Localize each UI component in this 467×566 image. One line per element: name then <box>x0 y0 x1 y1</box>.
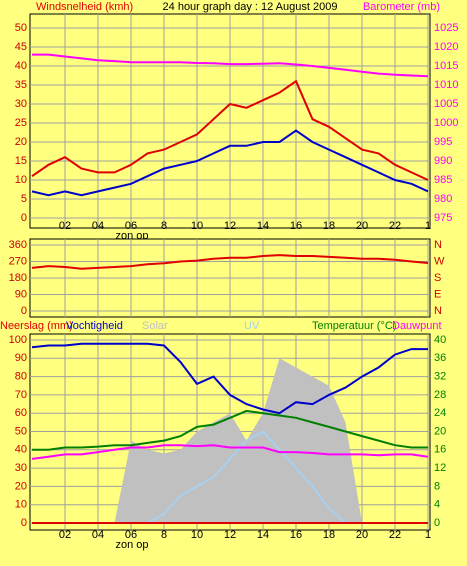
legend-label: UV <box>244 320 260 332</box>
x-tick-label: 10 <box>191 529 203 541</box>
y-tick-label: 60 <box>15 407 27 419</box>
y-tick-label: 20 <box>15 480 27 492</box>
y2-tick-label: 24 <box>434 407 446 419</box>
y-tick-label: 90 <box>15 352 27 364</box>
line <box>32 53 429 78</box>
x-tick-label: 22 <box>389 529 401 541</box>
y-tick-label: 180 <box>9 272 27 284</box>
y2-tick-label: S <box>434 272 441 284</box>
y-tick-label: 360 <box>9 239 27 251</box>
y2-tick-label: 995 <box>434 136 452 148</box>
y-tick-label: 20 <box>15 136 27 148</box>
line <box>32 409 428 451</box>
x-tick-label: 16 <box>290 529 302 541</box>
y-tick-label: 45 <box>15 41 27 53</box>
y2-tick-label: 16 <box>434 444 446 456</box>
y2-tick-label: 32 <box>434 371 446 383</box>
x-tick-label: 1 <box>425 529 431 541</box>
x-tick-label: 22 <box>389 220 401 232</box>
x-tick-label: 02 <box>59 529 71 541</box>
y-tick-label: 30 <box>15 462 27 474</box>
y2-tick-label: 985 <box>434 174 452 186</box>
y-tick-label: 40 <box>15 60 27 72</box>
y-tick-label: 70 <box>15 389 27 401</box>
y-tick-label: 15 <box>15 155 27 167</box>
y2-tick-label: 980 <box>434 193 452 205</box>
legend-label: Dauwpunt <box>392 320 442 332</box>
legend-label: Windsnelheid (kmh) <box>36 1 133 13</box>
x-tick-label: 10 <box>191 220 203 232</box>
line <box>31 444 429 460</box>
y-tick-label: 100 <box>9 334 27 346</box>
y-tick-label: 0 <box>21 517 27 529</box>
y-tick-label: 270 <box>9 255 27 267</box>
y2-tick-label: 0 <box>434 517 440 529</box>
y2-tick-label: 40 <box>434 334 446 346</box>
line <box>31 79 429 181</box>
y-tick-label: 50 <box>15 425 27 437</box>
y2-tick-label: N <box>434 239 442 251</box>
y-tick-label: 50 <box>15 22 27 34</box>
area <box>32 358 428 523</box>
y2-tick-label: 28 <box>434 389 446 401</box>
y2-tick-label: 990 <box>434 155 452 167</box>
y2-tick-label: 20 <box>434 425 446 437</box>
y2-tick-label: 8 <box>434 480 440 492</box>
x-tick-label: 20 <box>356 529 368 541</box>
x-tick-label: 18 <box>323 529 335 541</box>
y-tick-label: 0 <box>21 212 27 224</box>
y2-tick-label: 1005 <box>434 98 458 110</box>
y2-tick-label: 1025 <box>434 22 458 34</box>
x-tick-label: 12 <box>224 529 236 541</box>
y-tick-label: 35 <box>15 79 27 91</box>
y2-tick-label: 1010 <box>434 79 458 91</box>
line <box>31 254 429 270</box>
line <box>31 129 429 197</box>
x-tick-label: 20 <box>356 220 368 232</box>
y-tick-label: 10 <box>15 174 27 186</box>
y2-tick-label: 1000 <box>434 117 458 129</box>
y2-tick-label: W <box>434 255 445 267</box>
legend-label: Vochtigheid <box>66 320 123 332</box>
legend-label: Barometer (mb) <box>363 1 440 13</box>
chart-title: 24 hour graph day : 12 August 2009 <box>163 1 338 13</box>
x-tick-label: 8 <box>161 529 167 541</box>
y2-tick-label: E <box>434 288 441 300</box>
x-tick-label: 8 <box>161 220 167 232</box>
x-tick-label: 16 <box>290 220 302 232</box>
x-tick-label: 06 <box>125 529 137 541</box>
y2-tick-label: 975 <box>434 212 452 224</box>
y2-tick-label: 1020 <box>434 41 458 53</box>
x-tick-label: 14 <box>257 220 269 232</box>
y-tick-label: 0 <box>21 305 27 317</box>
x-tick-label: 18 <box>323 220 335 232</box>
x-tick-label: 02 <box>59 220 71 232</box>
x-tick-label: 04 <box>92 529 104 541</box>
y2-tick-label: 1015 <box>434 60 458 72</box>
x-tick-label: 06 <box>125 220 137 232</box>
y-tick-label: 30 <box>15 98 27 110</box>
x-tick-label: 04 <box>92 220 104 232</box>
y-tick-label: 10 <box>15 499 27 511</box>
x-tick-label: 1 <box>425 220 431 232</box>
x-tick-label: 12 <box>224 220 236 232</box>
y-tick-label: 40 <box>15 444 27 456</box>
y2-tick-label: 4 <box>434 499 440 511</box>
y2-tick-label: N <box>434 305 442 317</box>
line <box>31 342 428 415</box>
y-tick-label: 5 <box>21 193 27 205</box>
annotation: zon op <box>115 539 148 551</box>
x-tick-label: 14 <box>257 529 269 541</box>
y2-tick-label: 12 <box>434 462 446 474</box>
legend-label: Neerslag (mm) <box>0 320 73 332</box>
y2-tick-label: 36 <box>434 352 446 364</box>
y-tick-label: 80 <box>15 371 27 383</box>
legend-label: Solar <box>142 320 168 332</box>
legend-label: Temperatuur (°C) <box>312 320 396 332</box>
y-tick-label: 90 <box>15 288 27 300</box>
y-tick-label: 25 <box>15 117 27 129</box>
